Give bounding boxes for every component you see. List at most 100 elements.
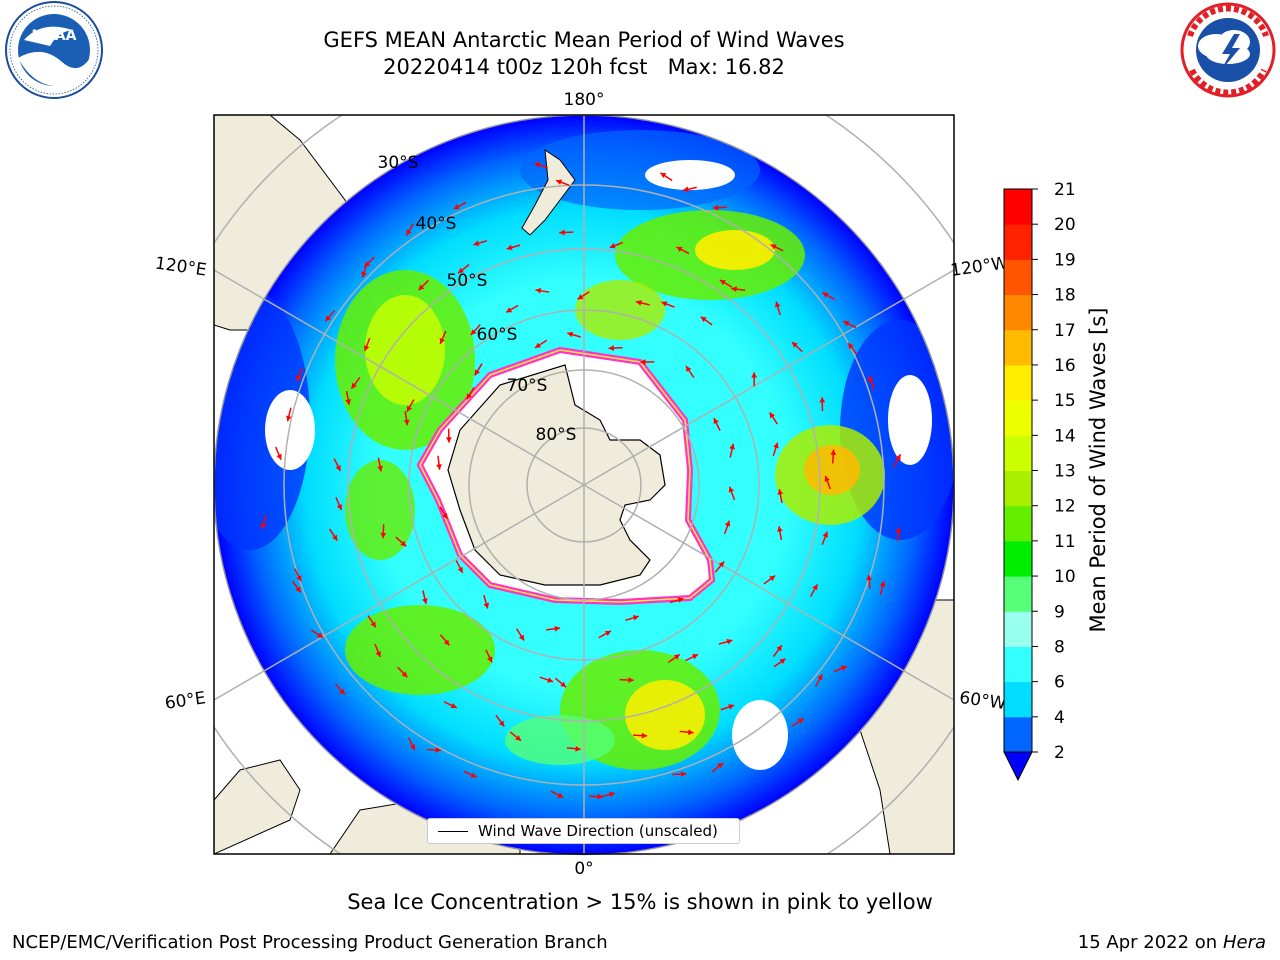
footer-date-text: 15 Apr 2022 on bbox=[1077, 932, 1223, 953]
wave-arrow-head bbox=[401, 671, 408, 678]
wind-wave-arrows bbox=[260, 162, 902, 800]
wave-arrow-head bbox=[688, 729, 694, 736]
sea-ice-note: Sea Ice Concentration > 15% is shown in … bbox=[347, 890, 933, 914]
wave-arrow-head bbox=[345, 399, 352, 405]
colorbar-tick-label: 4 bbox=[1054, 708, 1065, 728]
lon-label-180: 180° bbox=[564, 90, 605, 110]
wave-arrow-head bbox=[770, 244, 777, 250]
wave-arrow-head bbox=[295, 586, 301, 593]
wave-arrow-head bbox=[406, 405, 413, 412]
colorbar: 21 20 19 18 17 16 15 14 13 12 11 10 9 8 6 4 2 bbox=[1003, 180, 1076, 782]
wave-arrow-head bbox=[406, 229, 412, 236]
wave-arrow-head bbox=[879, 581, 886, 587]
wave-arrow-head bbox=[439, 337, 445, 344]
wave-arrow-head bbox=[560, 681, 567, 688]
wave-arrow-head bbox=[728, 486, 735, 493]
wave-arrow-head bbox=[777, 526, 783, 532]
wave-arrow-head bbox=[403, 419, 410, 426]
wave-arrow-head bbox=[400, 540, 407, 547]
colorbar-under-triangle bbox=[1003, 751, 1033, 782]
wave-arrow-head bbox=[777, 489, 784, 495]
map-frame bbox=[213, 114, 955, 855]
wave-arrow-head bbox=[335, 465, 341, 472]
wave-arrow-head bbox=[640, 359, 646, 365]
wave-arrow-head bbox=[779, 658, 786, 665]
wave-arrow-head bbox=[597, 793, 603, 800]
colorbar-tick-label: 11 bbox=[1054, 532, 1076, 552]
wave-arrow-head bbox=[673, 654, 680, 660]
wave-arrow-head bbox=[370, 621, 376, 628]
colorbar-segment bbox=[1004, 329, 1032, 366]
wave-arrow-head bbox=[677, 597, 684, 603]
map-title: GEFS MEAN Antarctic Mean Period of Wind … bbox=[323, 28, 845, 52]
wave-arrow-head bbox=[445, 437, 452, 443]
wave-arrow-head bbox=[363, 345, 370, 352]
colorbar-tick-label: 19 bbox=[1054, 250, 1076, 270]
wave-arrow-head bbox=[797, 718, 804, 724]
legend-line-sample bbox=[438, 831, 468, 832]
wave-arrow-head bbox=[450, 702, 457, 709]
wave-arrow-head bbox=[332, 534, 338, 541]
wave-arrow-head bbox=[515, 735, 522, 741]
colorbar-segment bbox=[1004, 189, 1032, 225]
wave-arrow-head bbox=[286, 415, 292, 422]
wave-arrow-head bbox=[769, 412, 775, 419]
footer-machine: Hera bbox=[1222, 932, 1266, 953]
colorbar-tick-label: 8 bbox=[1054, 637, 1065, 657]
wave-arrow-head bbox=[608, 345, 614, 351]
wave-arrow-head bbox=[724, 520, 731, 527]
map-legend: Wind Wave Direction (unscaled) bbox=[427, 818, 740, 844]
wave-arrow-head bbox=[380, 532, 387, 539]
wave-arrow-head bbox=[457, 566, 463, 573]
colorbar-tick-label: 13 bbox=[1054, 462, 1076, 482]
colorbar-tick-label: 17 bbox=[1054, 321, 1076, 341]
wave-arrow-head bbox=[296, 575, 302, 582]
wave-arrow-head bbox=[296, 375, 302, 382]
wave-arrow-head bbox=[535, 342, 541, 348]
graticule bbox=[214, 115, 954, 854]
wave-arrow-head bbox=[728, 704, 735, 710]
wave-arrow-head bbox=[719, 280, 726, 286]
wave-arrow-head bbox=[276, 453, 282, 460]
antarctica-land bbox=[447, 364, 666, 586]
legend-label: Wind Wave Direction (unscaled) bbox=[478, 822, 718, 840]
colorbar-segment bbox=[1004, 505, 1032, 542]
noaa-logo-text: NOAA bbox=[32, 28, 77, 44]
wave-arrow-head bbox=[683, 186, 689, 193]
wave-arrow-head bbox=[774, 301, 781, 308]
wave-arrow-head bbox=[535, 287, 542, 294]
wave-arrow-head bbox=[458, 267, 464, 274]
colorbar-segment bbox=[1004, 224, 1032, 260]
wave-arrow-head bbox=[554, 625, 561, 632]
wave-arrow-head bbox=[866, 574, 873, 581]
colorbar-segment bbox=[1004, 364, 1032, 401]
wave-arrow-head bbox=[676, 246, 683, 252]
wave-arrow-head bbox=[436, 464, 442, 470]
colorbar-segment bbox=[1004, 470, 1032, 507]
wave-arrow-head bbox=[377, 465, 383, 472]
new-zealand-land bbox=[521, 148, 576, 236]
lon-label-0: 0° bbox=[574, 859, 593, 879]
wave-arrow-head bbox=[506, 244, 513, 251]
wave-arrow-head bbox=[635, 300, 642, 306]
wave-arrow-head bbox=[717, 762, 724, 769]
wave-arrow-head bbox=[792, 342, 798, 348]
wave-arrow-head bbox=[483, 602, 490, 609]
wave-arrow-head bbox=[534, 162, 541, 168]
wave-arrow-head bbox=[700, 316, 707, 323]
wave-arrow-head bbox=[547, 677, 554, 683]
wave-arrow-head bbox=[841, 665, 847, 671]
wave-arrow-head bbox=[843, 321, 850, 327]
wave-arrow-head bbox=[819, 397, 826, 403]
lon-label-120w: 120°W bbox=[949, 253, 1009, 281]
noaa-logo: NOAA bbox=[5, 1, 103, 99]
colorbar-tick-label: 2 bbox=[1054, 743, 1065, 763]
wave-arrow-head bbox=[577, 294, 584, 300]
lat-label-80s: 80°S bbox=[536, 425, 577, 445]
wave-arrow-head bbox=[339, 688, 345, 695]
lat-label-60s: 60°S bbox=[477, 325, 518, 345]
wave-arrow-head bbox=[473, 240, 480, 247]
colorbar-segment bbox=[1004, 259, 1032, 296]
wave-arrow-head bbox=[661, 301, 668, 307]
lon-label-60w: 60°W bbox=[958, 688, 1007, 714]
